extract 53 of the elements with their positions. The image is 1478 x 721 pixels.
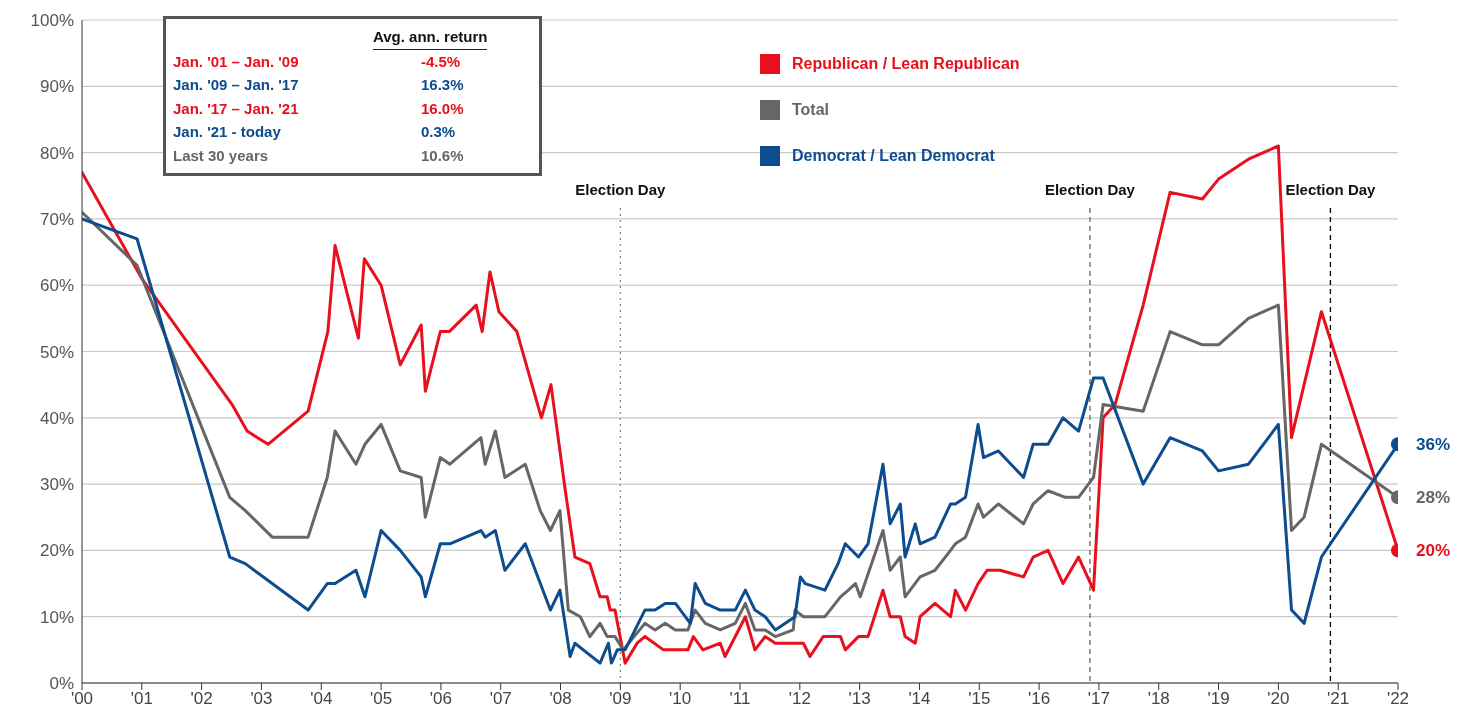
legend-label: Total	[792, 101, 830, 119]
y-tick-label: 10%	[39, 607, 74, 627]
data-label: 28%	[1416, 487, 1451, 507]
annotation: Jan. '21 - today	[173, 122, 282, 142]
y-tick-label: 80%	[39, 143, 74, 163]
x-tick-label: '03	[250, 689, 273, 709]
y-tick-label: 60%	[39, 276, 74, 296]
annotation: 16.0%	[421, 98, 464, 119]
annotation: Last 30 years	[173, 145, 270, 166]
x-tick-label: '22	[1386, 689, 1410, 709]
x-tick-label: '13	[848, 689, 871, 709]
x-tick-label: '20	[1267, 689, 1290, 709]
x-tick-label: '18	[1147, 689, 1170, 709]
x-tick-label: '10	[669, 689, 692, 709]
annotation: Jan. '17 – Jan. '21	[173, 98, 300, 119]
data-label: 20%	[1416, 540, 1451, 560]
ref-line-label: Election Day	[575, 181, 667, 198]
x-tick-label: '09	[609, 689, 632, 709]
x-tick-label: '02	[190, 689, 213, 709]
ref-line-label: Election Day	[1285, 181, 1377, 198]
y-tick-label: 50%	[39, 342, 74, 362]
x-tick-label: '06	[429, 689, 452, 709]
annotation: Jan. '09 – Jan. '17	[173, 75, 300, 95]
x-tick-label: '00	[70, 689, 94, 709]
x-tick-label: '21	[1327, 689, 1350, 709]
annotation: Avg. ann. return	[373, 25, 488, 50]
x-tick-label: '07	[489, 689, 512, 709]
annotation: Jan. '01 – Jan. '09	[173, 51, 300, 72]
ref-line-label: Election Day	[1044, 181, 1136, 198]
x-tick-label: '01	[130, 689, 153, 709]
x-tick-label: '11	[729, 689, 751, 709]
legend-label: Democrat / Lean Democrat	[792, 147, 995, 165]
y-tick-label: 90%	[39, 77, 74, 97]
x-tick-label: '17	[1087, 689, 1110, 709]
x-tick-label: '14	[908, 689, 931, 709]
y-tick-label: 100%	[30, 11, 74, 31]
legend-label: Republican / Lean Republican	[792, 55, 1020, 73]
y-tick-label: 20%	[39, 541, 74, 561]
y-tick-label: 40%	[39, 408, 74, 428]
annotation: 10.6%	[421, 145, 464, 166]
x-tick-label: '19	[1207, 689, 1230, 709]
y-tick-label: 30%	[39, 475, 74, 495]
annotation: 0.3%	[421, 122, 456, 142]
x-tick-label: '05	[370, 689, 393, 709]
y-tick-label: 70%	[39, 209, 74, 229]
annotation: 16.3%	[421, 75, 464, 95]
data-label: 36%	[1416, 434, 1451, 454]
x-tick-label: '16	[1028, 689, 1051, 709]
annotation: -4.5%	[421, 51, 461, 72]
x-tick-label: '15	[968, 689, 991, 709]
x-tick-label: '12	[788, 689, 811, 709]
x-tick-label: '08	[549, 689, 572, 709]
x-tick-label: '04	[310, 689, 333, 709]
